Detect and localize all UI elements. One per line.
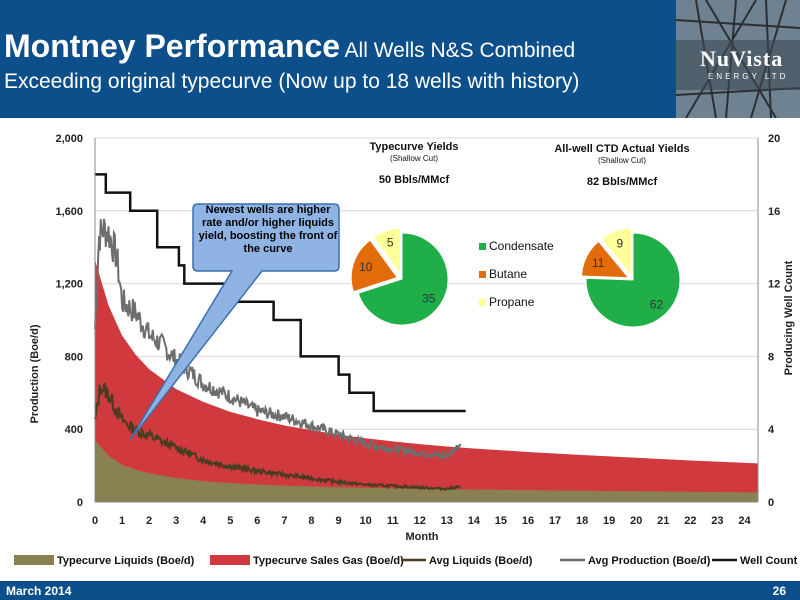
x-tick-label: 17 <box>549 515 561 527</box>
yield-pie: Typecurve Yields(Shallow Cut) 50 Bbls/MMc… <box>350 141 459 326</box>
y2-tick-label: 4 <box>768 424 775 436</box>
logo-photo <box>676 0 800 118</box>
pie-slice <box>350 239 399 293</box>
title-main: Montney Performance <box>4 28 341 64</box>
yield-pies: Typecurve Yields(Shallow Cut)50 Bbls/MMc… <box>350 141 690 328</box>
x-tick-label: 5 <box>227 515 233 527</box>
x-tick-label: 12 <box>414 515 426 527</box>
page-title: Montney Performance All Wells N&S Combin… <box>4 28 575 65</box>
pie-slice <box>357 232 449 326</box>
y-tick-label: 0 <box>77 497 83 509</box>
pie-slice <box>585 232 681 328</box>
legend-swatch <box>14 555 54 565</box>
footer-date: March 2014 <box>6 584 72 598</box>
pie-title: All-well CTD Actual Yields <box>554 143 689 155</box>
series-line <box>94 218 462 461</box>
x-tick-label: 2 <box>146 515 152 527</box>
y-tick-label: 1,200 <box>55 279 83 291</box>
x-tick-label: 21 <box>657 515 669 527</box>
pie-value-label: 50 Bbls/MMcf <box>379 174 450 186</box>
pie-value-label: 82 Bbls/MMcf <box>587 176 658 188</box>
callout-bubble <box>129 203 340 441</box>
pie-legend-label: Propane <box>489 295 535 309</box>
chart-areas <box>95 259 758 502</box>
pie-slice-label: 62 <box>650 297 664 311</box>
x-tick-label: 20 <box>630 515 642 527</box>
pie-slice-label: 9 <box>617 236 624 250</box>
x-tick-label: 13 <box>441 515 453 527</box>
company-logo: NuVista <box>700 46 784 71</box>
x-tick-label: 10 <box>359 515 371 527</box>
pie-legend-label: Butane <box>489 267 527 281</box>
x-tick-label: 19 <box>603 515 615 527</box>
yield-pie: All-well CTD Actual Yields(Shallow Cut) 8… <box>554 143 690 328</box>
x-tick-label: 11 <box>387 515 399 527</box>
y-tick-label: 800 <box>65 351 83 363</box>
x-tick-label: 7 <box>281 515 287 527</box>
y2-tick-label: 16 <box>768 206 780 218</box>
x-tick-label: 6 <box>254 515 260 527</box>
x-tick-label: 16 <box>522 515 534 527</box>
pie-legend-swatch <box>479 243 486 250</box>
series-area <box>95 440 758 502</box>
x-tick-label: 3 <box>173 515 179 527</box>
x-tick-label: 9 <box>335 515 341 527</box>
x-axis-label: Month <box>406 531 439 543</box>
x-tick-label: 18 <box>576 515 588 527</box>
legend-label: Well Count <box>740 555 798 567</box>
x-tick-label: 8 <box>308 515 314 527</box>
legend-label: Typecurve Liquids (Boe/d) <box>57 555 195 567</box>
pie-slice <box>600 227 632 277</box>
legend-label: Avg Production (Boe/d) <box>588 555 711 567</box>
pie-slice-label: 35 <box>422 291 436 305</box>
callout-text: Newest wells are higher rate and/or high… <box>198 204 338 255</box>
y2-tick-label: 20 <box>768 133 780 145</box>
y2-tick-label: 0 <box>768 497 774 509</box>
y-tick-label: 1,600 <box>55 206 83 218</box>
series-area <box>95 259 758 502</box>
y2-axis-label: Producing Well Count <box>783 260 795 375</box>
pie-slice <box>581 240 630 279</box>
pie-slice-label: 10 <box>359 260 373 274</box>
pie-legend-label: Condensate <box>489 239 554 253</box>
header-gap <box>0 118 800 126</box>
y2-tick-label: 12 <box>768 279 780 291</box>
y-tick-label: 2,000 <box>55 133 83 145</box>
legend-label: Avg Liquids (Boe/d) <box>429 555 533 567</box>
pie-slice <box>372 227 401 276</box>
x-tick-label: 0 <box>92 515 98 527</box>
footer-band <box>0 581 800 600</box>
company-logo-sub: ENERGY LTD <box>708 72 789 81</box>
y-axis-label: Production (Boe/d) <box>29 324 41 423</box>
pie-legend-swatch <box>479 271 486 278</box>
pie-slice-label: 11 <box>592 256 605 270</box>
x-tick-label: 4 <box>200 515 207 527</box>
legend-swatch <box>210 555 250 565</box>
page-number: 26 <box>772 584 786 598</box>
tower-photo-icon <box>676 0 800 118</box>
y-tick-label: 400 <box>65 424 83 436</box>
legend-label: Typecurve Sales Gas (Boe/d) <box>253 555 404 567</box>
x-axis: 0 1 2 3 4 5 6 7 8 9 10 11 12 13 14 15 16 17 18 19 20 21 22 23 24 <box>92 501 758 527</box>
title-sub: All Wells N&S Combined <box>344 39 576 62</box>
pie-subtitle: (Shallow Cut) <box>390 154 438 163</box>
pie-subtitle: (Shallow Cut) <box>598 156 646 165</box>
y2-tick-label: 8 <box>768 351 774 363</box>
pie-title: Typecurve Yields <box>369 141 458 153</box>
y-axis-left: 0 400 800 1,200 1,600 2,000 <box>55 133 96 509</box>
x-tick-label: 14 <box>468 515 481 527</box>
x-tick-label: 24 <box>738 515 751 527</box>
x-tick-label: 1 <box>119 515 125 527</box>
pie-slice-label: 5 <box>387 236 394 250</box>
header-band <box>0 0 800 118</box>
pie-legend-swatch <box>479 299 486 306</box>
series-line <box>94 382 461 492</box>
chart-legend: Typecurve Liquids (Boe/d) Typecurve Sales… <box>14 555 798 567</box>
x-tick-label: 23 <box>711 515 723 527</box>
x-tick-label: 15 <box>495 515 507 527</box>
y-axis-right: 0 4 8 12 16 20 <box>757 133 780 509</box>
x-tick-label: 22 <box>684 515 696 527</box>
page-subtitle: Exceeding original typecurve (Now up to … <box>4 70 580 93</box>
